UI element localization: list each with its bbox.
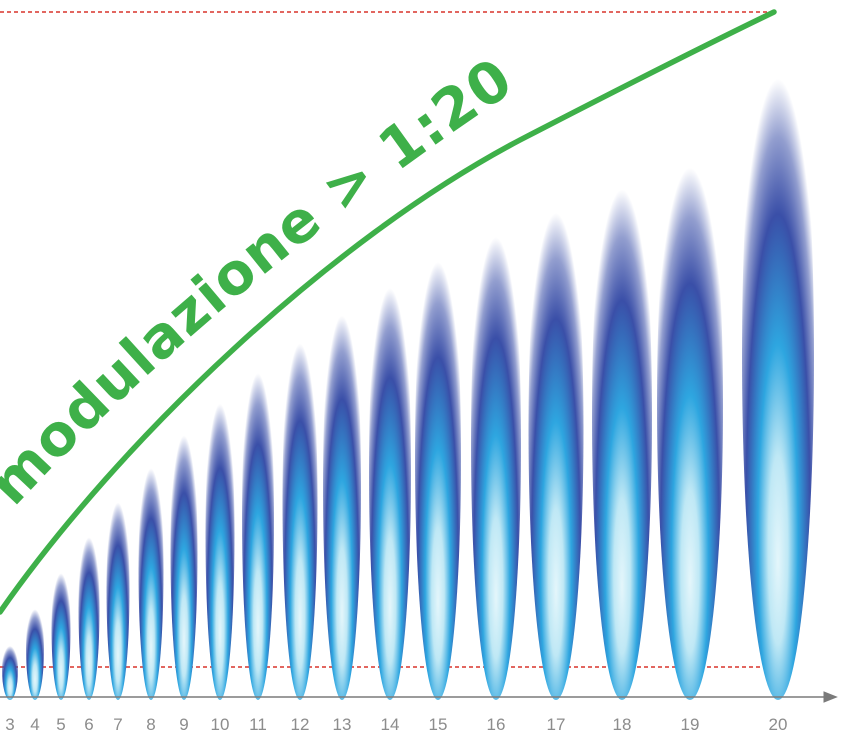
- tick-label-5: 5: [56, 715, 65, 734]
- flame-tip-fade: [50, 558, 72, 701]
- flame-tip-fade: [281, 302, 319, 701]
- flame-20: [741, 9, 815, 701]
- tick-label-7: 7: [113, 715, 122, 734]
- flame-14: [368, 241, 412, 701]
- flame-7: [105, 479, 131, 701]
- flame-group: [1, 9, 815, 701]
- flame-13: [322, 271, 362, 701]
- flame-11: [241, 336, 275, 701]
- flame-tip-fade: [414, 212, 462, 701]
- flame-tip-fade: [1, 638, 19, 701]
- tick-label-12: 12: [291, 715, 310, 734]
- flame-tip-fade: [322, 271, 362, 701]
- tick-label-10: 10: [211, 715, 230, 734]
- flame-9: [169, 405, 199, 701]
- flame-tip-fade: [169, 405, 199, 701]
- tick-label-group: 3 4 5 6 7 8 9 10 11 12 13 14 15 16 17 18 19 20: [5, 715, 787, 734]
- tick-label-20: 20: [769, 715, 788, 734]
- tick-label-9: 9: [179, 715, 188, 734]
- flame-10: [204, 369, 236, 701]
- flame-5: [50, 558, 72, 701]
- flame-tip-fade: [25, 598, 45, 701]
- flame-tip-fade: [137, 441, 165, 701]
- flame-15: [414, 212, 462, 701]
- flame-tip-fade: [741, 9, 815, 701]
- flame-tip-fade: [368, 241, 412, 701]
- flame-tip-fade: [591, 131, 653, 701]
- flame-tip-fade: [77, 518, 101, 701]
- flame-8: [137, 441, 165, 701]
- tick-label-15: 15: [429, 715, 448, 734]
- tick-label-3: 3: [5, 715, 14, 734]
- flame-tip-fade: [656, 107, 724, 701]
- flame-17: [527, 158, 585, 701]
- flame-tip-fade: [105, 479, 131, 701]
- tick-label-14: 14: [381, 715, 400, 734]
- tick-label-8: 8: [146, 715, 155, 734]
- tick-label-17: 17: [547, 715, 566, 734]
- flame-tip-fade: [241, 336, 275, 701]
- flame-tip-fade: [470, 184, 522, 701]
- flame-6: [77, 518, 101, 701]
- flame-3: [1, 638, 19, 701]
- flame-19: [656, 107, 724, 701]
- modulation-curve: [0, 9, 777, 615]
- flame-tip-fade: [204, 369, 236, 701]
- tick-label-16: 16: [487, 715, 506, 734]
- tick-label-6: 6: [84, 715, 93, 734]
- flame-4: [25, 598, 45, 701]
- tick-label-4: 4: [30, 715, 39, 734]
- flame-18: [591, 131, 653, 701]
- tick-label-13: 13: [333, 715, 352, 734]
- tick-label-19: 19: [681, 715, 700, 734]
- flame-16: [470, 184, 522, 701]
- flame-12: [281, 302, 319, 701]
- flame-tip-fade: [527, 158, 585, 701]
- tick-label-18: 18: [613, 715, 632, 734]
- tick-label-11: 11: [249, 715, 267, 734]
